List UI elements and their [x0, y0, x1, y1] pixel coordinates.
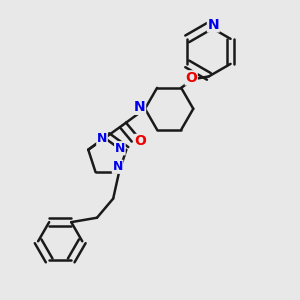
Text: N: N [112, 160, 123, 173]
Text: N: N [97, 132, 107, 145]
Text: N: N [115, 142, 125, 155]
Text: O: O [135, 134, 146, 148]
Text: N: N [134, 100, 146, 114]
Text: O: O [185, 71, 197, 85]
Text: N: N [208, 18, 219, 32]
